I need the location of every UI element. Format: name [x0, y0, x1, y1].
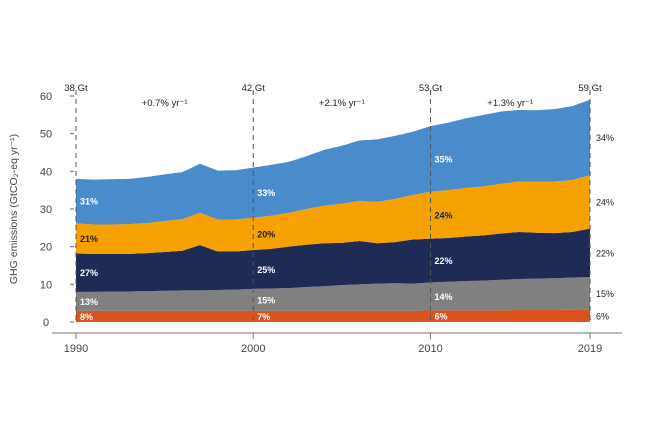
pct-label-2-3: 22% [596, 248, 614, 258]
y-tick-label-0: 0 [43, 317, 49, 329]
area-layer [76, 99, 590, 322]
growth-rate-label-2: +1.3% yr⁻¹ [487, 98, 533, 109]
x-tick-label-0: 1990 [64, 343, 88, 355]
area-band-0 [76, 309, 590, 322]
pct-label-0-3: 6% [596, 311, 609, 321]
total-label-3: 59 Gt [578, 83, 602, 94]
growth-rate-label-0: +0.7% yr⁻¹ [142, 98, 188, 109]
pct-label-1-0: 13% [80, 297, 98, 307]
y-tick-label-5: 50 [40, 129, 52, 141]
pct-label-0-0: 8% [80, 312, 93, 322]
pct-label-0-2: 6% [434, 312, 447, 322]
total-label-2: 53 Gt [419, 83, 443, 94]
pct-label-3-1: 20% [257, 229, 275, 239]
y-tick-label-2: 20 [40, 242, 52, 254]
pct-label-4-0: 31% [80, 197, 98, 207]
pct-label-2-2: 22% [434, 256, 452, 266]
total-label-0: 38 Gt [64, 83, 88, 94]
total-label-1: 42 Gt [242, 83, 266, 94]
pct-label-4-2: 35% [434, 154, 452, 164]
y-tick-label-6: 60 [40, 91, 52, 103]
area-band-3 [76, 175, 590, 254]
pct-label-2-0: 27% [80, 268, 98, 278]
pct-label-1-1: 15% [257, 295, 275, 305]
pct-label-1-3: 15% [596, 289, 614, 299]
axes-layer: 0 10 20 30 40 50 60 1990 2000 2010 2019 GHG emissio… [8, 91, 622, 355]
growth-rate-label-1: +2.1% yr⁻¹ [319, 98, 365, 109]
pct-label-1-2: 14% [434, 292, 452, 302]
x-tick-label-1: 2000 [241, 343, 265, 355]
pct-label-3-0: 21% [80, 234, 98, 244]
x-tick-label-3: 2019 [578, 343, 602, 355]
pct-label-2-1: 25% [257, 265, 275, 275]
y-tick-label-4: 40 [40, 166, 52, 178]
x-tick-label-2: 2010 [418, 343, 442, 355]
pct-label-4-1: 33% [257, 188, 275, 198]
pct-label-3-3: 24% [596, 197, 614, 207]
pct-label-3-2: 24% [434, 211, 452, 221]
area-band-1 [76, 277, 590, 311]
y-axis-title: GHG emissions (GtCO₂-eq yr⁻¹) [8, 134, 20, 284]
pct-label-0-1: 7% [257, 312, 270, 322]
y-tick-label-3: 30 [40, 204, 52, 216]
area-band-4 [76, 99, 590, 225]
y-tick-label-1: 10 [40, 279, 52, 291]
area-band-2 [76, 228, 590, 292]
pct-label-4-3: 34% [596, 133, 614, 143]
annotation-layer: 8% 7% 6% 6% 13% 15% 14% 15% 27% 25% 22% 22% 21% 20% 24… [64, 83, 614, 322]
